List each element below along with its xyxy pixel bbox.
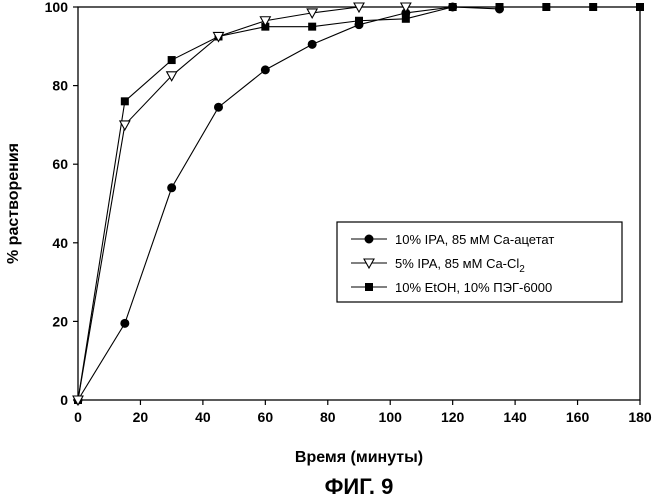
x-tick-label: 180 [628,409,652,425]
series-1 [73,2,504,405]
data-point-triangle [118,120,131,132]
data-point-circle [167,183,177,193]
legend-label: 5% IPA, 85 мМ Ca-Cl2 [395,256,525,275]
data-point-circle [260,65,270,75]
data-point-circle [307,39,317,49]
x-tick-label: 120 [441,409,465,425]
data-point-square [542,3,551,11]
data-point-circle [120,318,130,328]
x-tick-label: 80 [320,409,336,425]
plot-frame [77,6,641,401]
y-axis-title: % растворения [5,143,22,264]
x-tick-label: 60 [258,409,274,425]
data-point-square [355,16,363,25]
y-tick-label: 100 [45,0,69,15]
x-tick-label: 160 [566,409,590,425]
legend-label-subscript: 2 [519,264,525,275]
data-point-square [308,22,317,31]
data-point-triangle [212,31,225,43]
data-point-triangle [353,2,365,14]
data-point-triangle [72,395,84,407]
series-line [77,6,640,401]
legend: 10% IPA, 85 мМ Ca-ацетат 5% IPA, 85 мМ Ca… [336,221,623,303]
data-point-circle [364,234,374,244]
legend-label: 10% EtOH, 10% ПЭГ-6000 [395,280,552,295]
x-tick-label: 140 [503,409,527,425]
legend-box [336,221,623,303]
x-axis-title: Время (минуты) [295,449,423,466]
series-2 [72,2,412,407]
y-tick-label: 0 [60,392,68,408]
data-point-square [448,3,457,11]
x-tick-label: 100 [379,409,403,425]
data-point-square [589,3,598,11]
data-point-square [365,283,373,291]
y-tick-label: 60 [52,156,68,172]
data-point-square [495,3,504,11]
data-point-square [636,3,644,11]
x-tick-label: 0 [74,409,82,425]
data-point-square [401,14,410,23]
x-tick-label: 40 [195,409,211,425]
axes: 0 20 40 60 80 100 120 140 160 180 0 20 40 60 80 100 [45,0,652,425]
data-point-circle [214,102,223,112]
y-tick-label: 20 [52,313,68,329]
data-point-square [120,97,129,106]
data-point-square [167,56,176,65]
y-tick-label: 80 [52,78,68,94]
y-tick-label: 40 [52,235,68,251]
data-point-triangle [399,2,412,14]
data-point-triangle [165,71,178,82]
series-line [77,6,406,401]
legend-label: 10% IPA, 85 мМ Ca-ацетат [395,232,554,247]
x-tick-label: 20 [133,409,149,425]
series-line [77,6,500,401]
series-group [72,2,644,407]
data-point-triangle [259,16,272,27]
data-point-triangle [363,258,375,270]
data-point-triangle [306,8,319,20]
series-3 [74,3,644,404]
figure-caption: ФИГ. 9 [325,474,394,499]
